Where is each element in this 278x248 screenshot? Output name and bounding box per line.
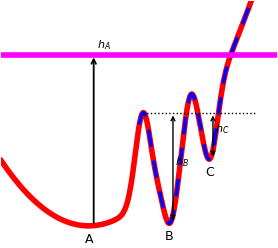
Text: B: B (165, 230, 173, 243)
Text: $\mathit{h}_{C}$: $\mathit{h}_{C}$ (215, 122, 230, 136)
Text: $\mathit{h}_{A}$: $\mathit{h}_{A}$ (98, 38, 111, 52)
Text: $\mathit{h}_{B}$: $\mathit{h}_{B}$ (175, 155, 189, 169)
Text: A: A (85, 233, 93, 246)
Text: C: C (205, 166, 214, 179)
